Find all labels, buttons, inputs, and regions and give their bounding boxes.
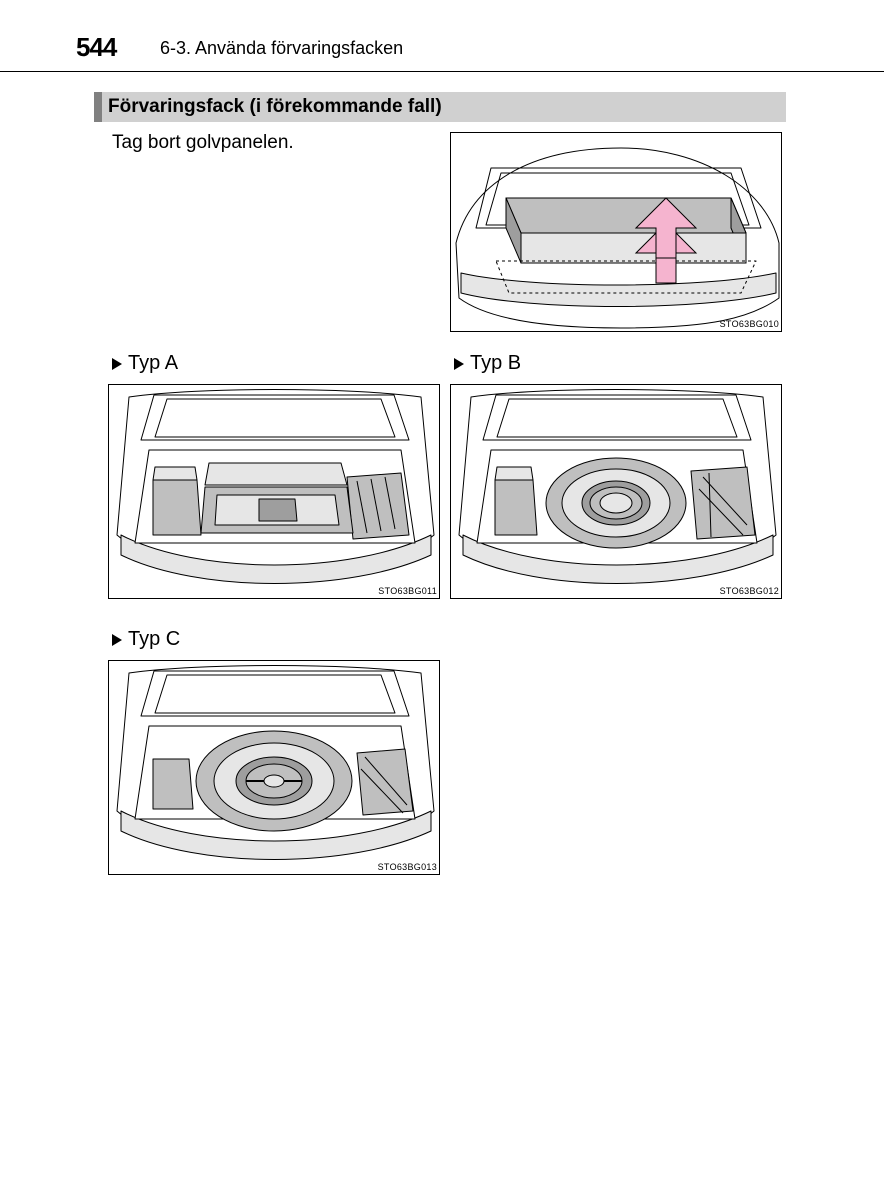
page-number: 544 [76, 32, 116, 63]
instruction-text: Tag bort golvpanelen. [112, 132, 294, 154]
chapter-title: 6-3. Använda förvaringsfacken [160, 38, 403, 59]
figure-typ-a: STO63BG011 [108, 384, 440, 599]
figure-remove-floor-panel: STO63BG010 [450, 132, 782, 332]
figure-code: STO63BG010 [720, 319, 779, 329]
triangle-bullet-icon [454, 358, 464, 370]
figure-code: STO63BG011 [378, 586, 437, 596]
label-typ-c: Typ C [112, 628, 180, 651]
label-typ-a: Typ A [112, 352, 178, 375]
section-heading-bar: Förvaringsfack (i förekommande fall) [94, 92, 786, 122]
triangle-bullet-icon [112, 358, 122, 370]
section-title: Förvaringsfack (i förekommande fall) [108, 96, 442, 118]
triangle-bullet-icon [112, 634, 122, 646]
label-typ-b: Typ B [454, 352, 521, 375]
typ-a-text: Typ A [128, 352, 178, 375]
figure-typ-c: STO63BG013 [108, 660, 440, 875]
figure-code: STO63BG013 [378, 862, 437, 872]
typ-c-text: Typ C [128, 628, 180, 651]
page-header: 544 6-3. Använda förvaringsfacken [0, 32, 884, 72]
figure-typ-b: STO63BG012 [450, 384, 782, 599]
typ-b-text: Typ B [470, 352, 521, 375]
figure-code: STO63BG012 [720, 586, 779, 596]
